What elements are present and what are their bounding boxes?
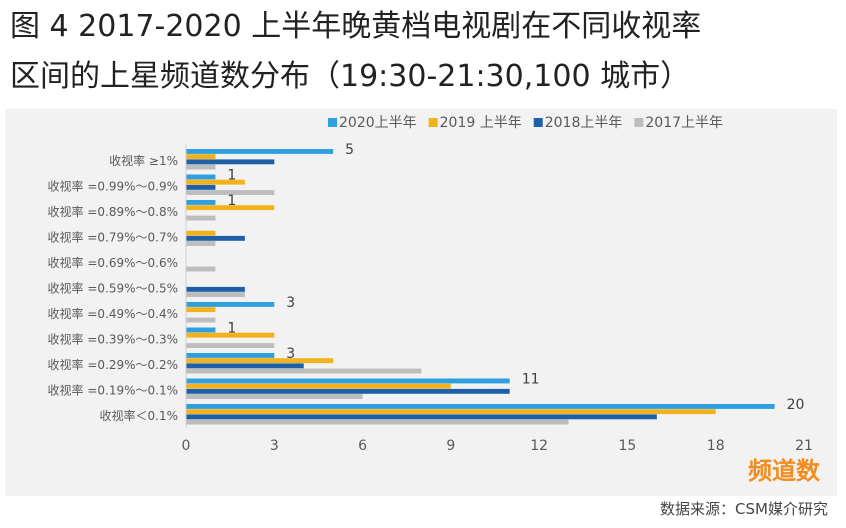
category-label-4: 收视率 =0.69%～0.6%: [48, 255, 178, 270]
x-axis-label: 频道数: [748, 457, 821, 485]
bar-1-9: [186, 383, 451, 389]
category-label-8: 收视率 =0.29%～0.2%: [48, 357, 178, 372]
legend-swatch-1: [428, 118, 438, 127]
category-label-7: 收视率 =0.39%～0.3%: [48, 332, 178, 347]
bar-0-9: [186, 378, 510, 384]
data-label-7: 1: [227, 321, 236, 337]
category-label-2: 收视率 =0.89%～0.8%: [48, 204, 178, 219]
bar-1-8: [186, 358, 334, 364]
bar-1-7: [186, 332, 275, 338]
data-label-6: 3: [286, 295, 295, 311]
bar-1-0: [186, 154, 216, 160]
x-tick-2: 6: [358, 438, 367, 454]
data-label-10: 20: [787, 397, 805, 413]
x-tick-6: 18: [707, 438, 725, 454]
bar-3-9: [186, 394, 363, 399]
category-label-3: 收视率 =0.79%～0.7%: [48, 230, 178, 245]
bar-3-3: [186, 241, 216, 246]
data-label-0: 5: [345, 142, 354, 158]
bar-0-10: [186, 404, 775, 409]
legend-swatch-3: [634, 118, 644, 127]
bar-3-2: [186, 215, 216, 221]
data-source: 数据来源：CSM媒介研究: [660, 500, 828, 518]
bar-1-3: [186, 230, 216, 236]
bar-0-6: [186, 302, 275, 307]
bar-3-5: [186, 292, 245, 297]
bar-0-2: [186, 200, 216, 205]
x-tick-7: 21: [795, 438, 813, 454]
category-label-1: 收视率 =0.99%～0.9%: [48, 179, 178, 194]
category-label-5: 收视率 =0.59%～0.5%: [48, 281, 178, 296]
legend-swatch-0: [328, 118, 337, 127]
bar-3-6: [186, 317, 216, 323]
x-tick-3: 9: [446, 438, 455, 454]
data-label-2: 1: [227, 193, 236, 209]
x-tick-5: 15: [619, 438, 637, 454]
data-label-1: 1: [227, 168, 236, 184]
bar-1-6: [186, 307, 216, 313]
bar-0-0: [186, 149, 334, 154]
bar-1-1: [186, 179, 245, 185]
chart-title-line-2: 区间的上星频道数分布（19:30-21:30,100 城市）: [10, 59, 691, 94]
bar-3-1: [186, 190, 275, 195]
bar-2-1: [186, 184, 216, 190]
bar-2-3: [186, 235, 245, 241]
bar-2-10: [186, 414, 657, 420]
category-label-0: 收视率 ≥1%: [109, 153, 178, 168]
bar-0-8: [186, 353, 275, 358]
bar-1-2: [186, 205, 275, 211]
x-tick-0: 0: [182, 438, 191, 454]
bar-2-0: [186, 159, 275, 165]
category-label-9: 收视率 =0.19%～0.1%: [48, 383, 178, 398]
bar-3-4: [186, 266, 216, 272]
bar-3-8: [186, 368, 422, 374]
bar-2-9: [186, 388, 510, 394]
data-label-9: 11: [522, 372, 540, 388]
chart-panel: 2020上半年 2019 上半年 2018上半年 2017上半年收视率 ≥1% 5 收视率…: [5, 109, 837, 496]
bar-1-10: [186, 409, 716, 415]
legend-swatch-2: [533, 118, 543, 127]
x-tick-1: 3: [270, 438, 279, 454]
bar-3-0: [186, 164, 216, 170]
chart-title-line-1: 图 4 2017-2020 上半年晚黄档电视剧在不同收视率: [10, 9, 702, 44]
legend-label-1: 2019 上半年: [440, 115, 522, 131]
bar-0-1: [186, 174, 216, 180]
legend-label-2: 2018上半年: [545, 115, 623, 131]
bar-0-7: [186, 327, 216, 333]
legend-label-3: 2017上半年: [645, 115, 723, 131]
category-label-10: 收视率＜0.1%: [100, 408, 179, 423]
bar-2-8: [186, 363, 304, 369]
category-label-6: 收视率 =0.49%～0.4%: [48, 306, 178, 321]
bar-2-5: [186, 286, 245, 292]
x-tick-4: 12: [530, 438, 548, 454]
legend-label-0: 2020上半年: [339, 115, 417, 131]
data-label-8: 3: [286, 346, 295, 362]
bar-3-10: [186, 419, 569, 425]
bar-3-7: [186, 343, 275, 348]
